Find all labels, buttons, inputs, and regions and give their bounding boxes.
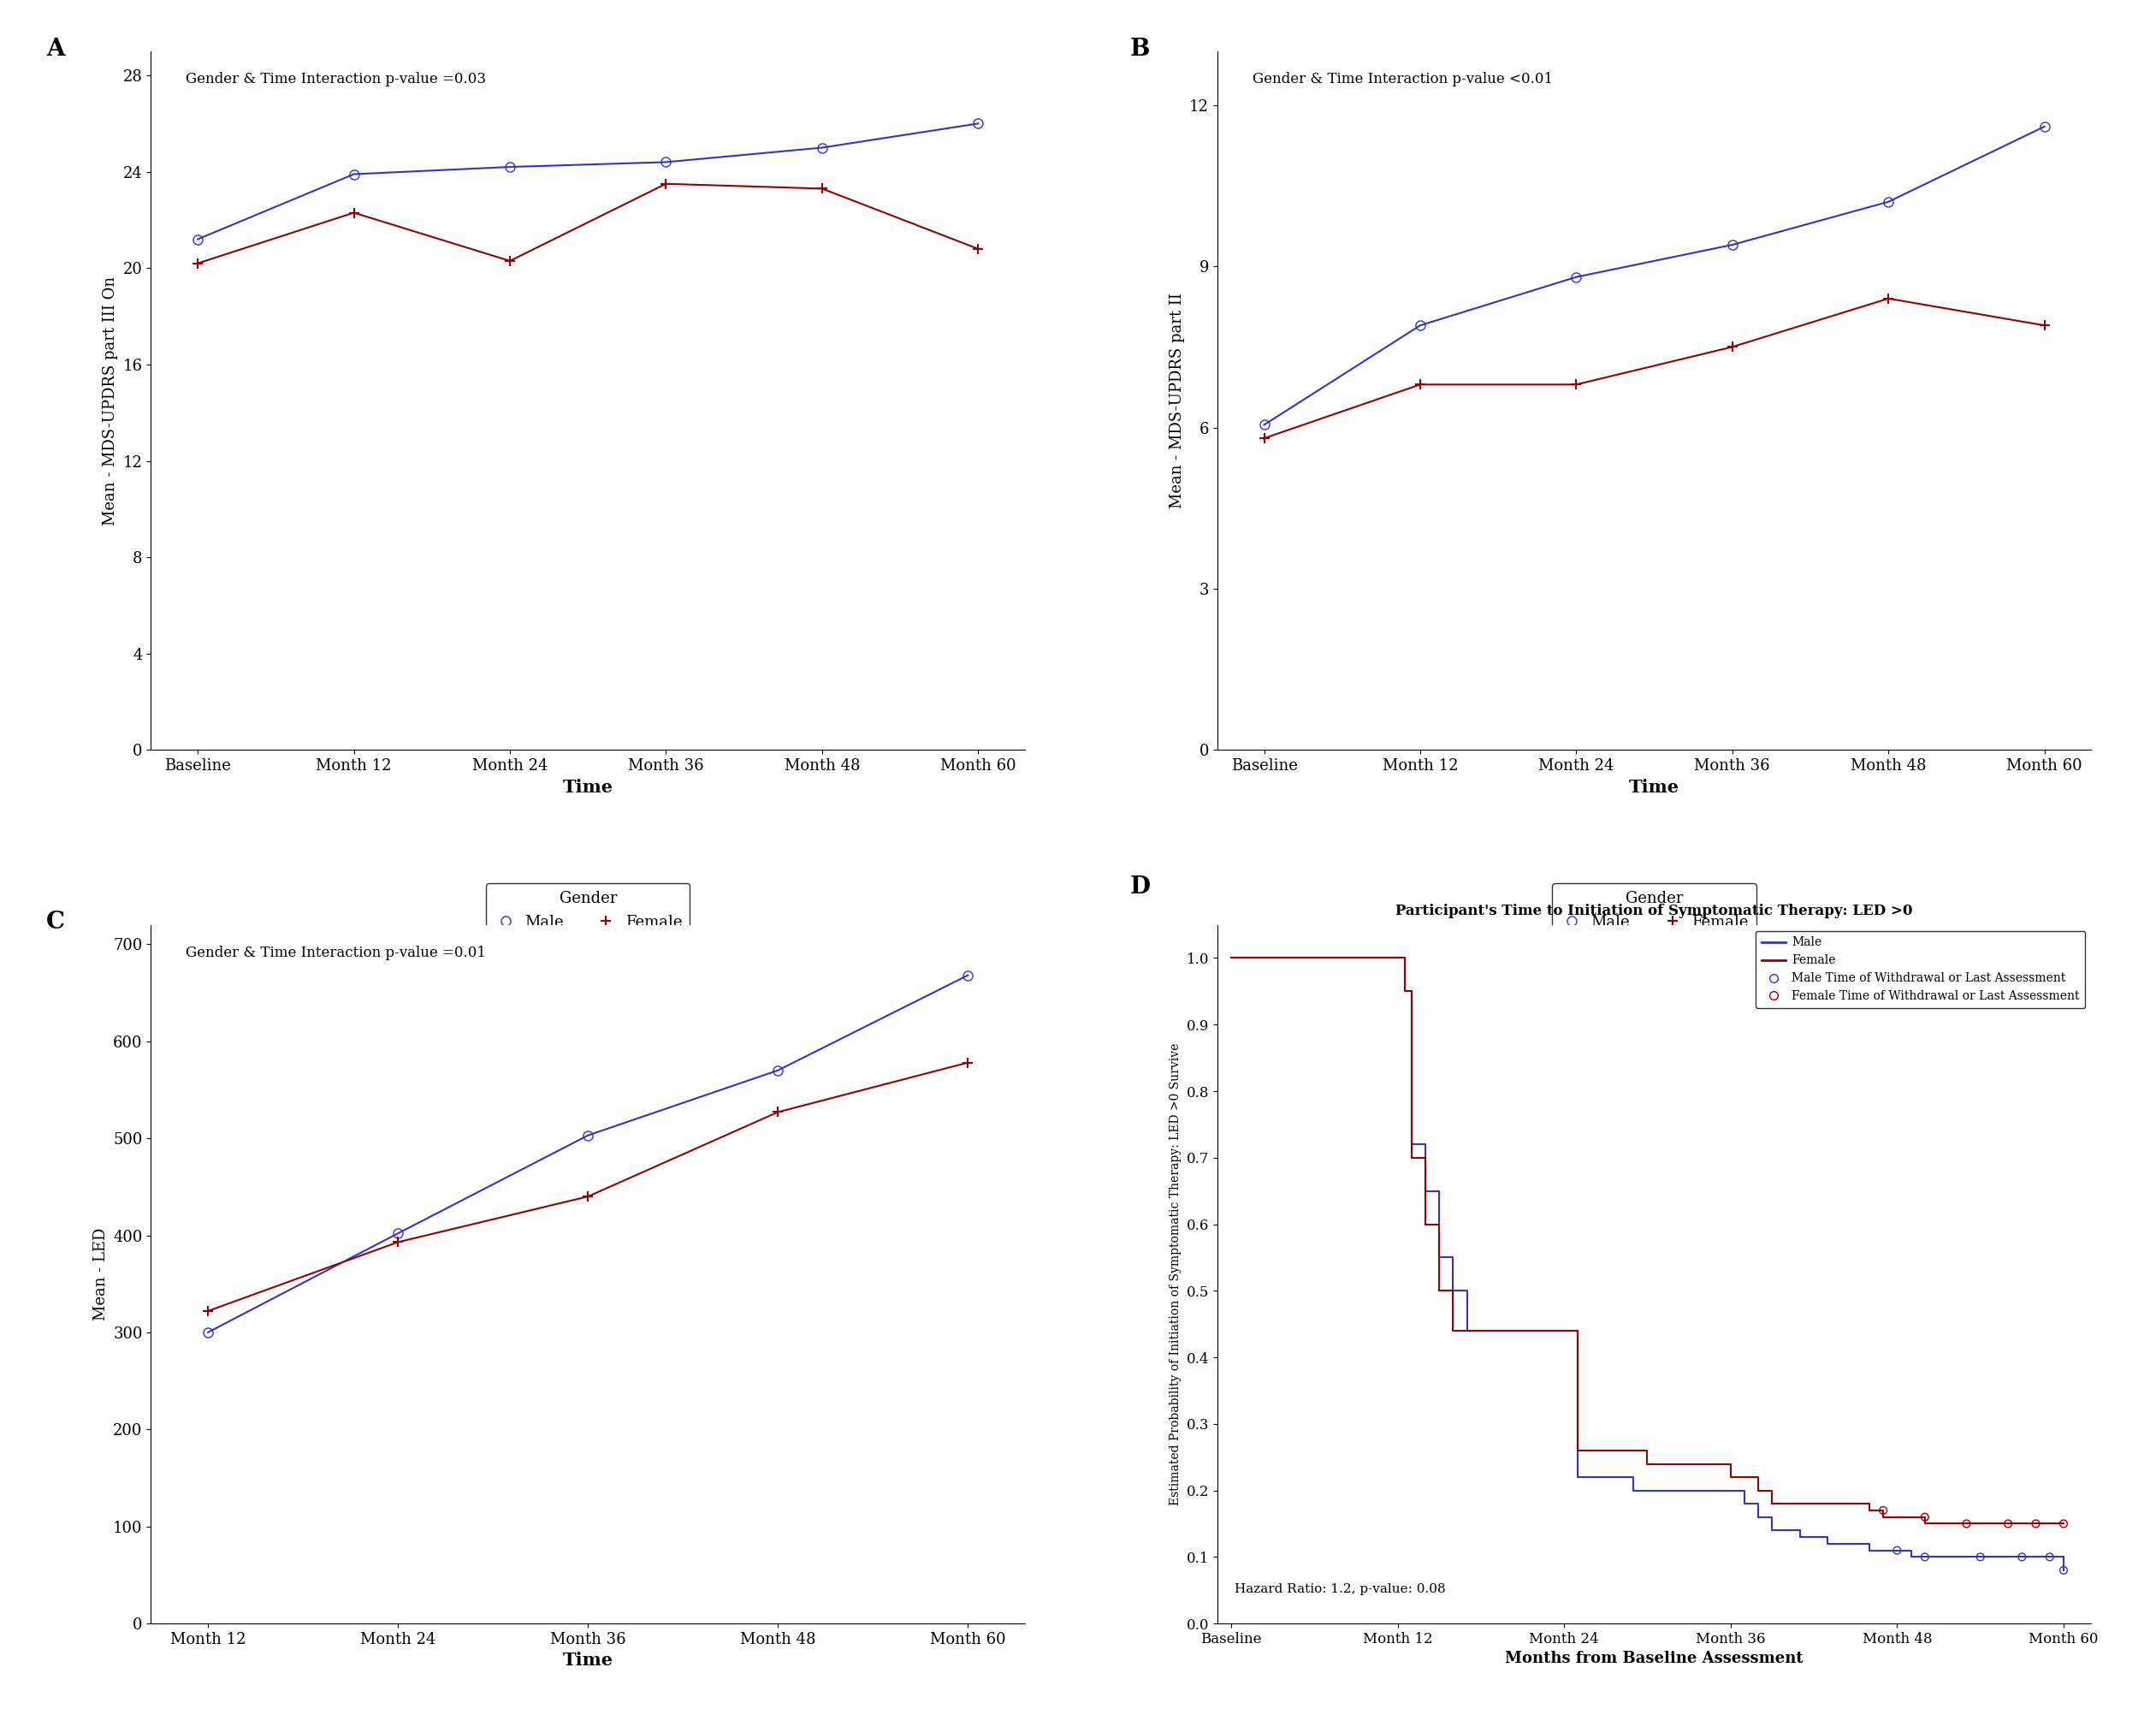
Text: Gender & Time Interaction p-value <0.01: Gender & Time Interaction p-value <0.01: [1253, 72, 1552, 87]
Point: [2046, 1557, 2081, 1584]
Text: C: C: [45, 911, 65, 933]
Legend: Male, Female: Male, Female: [485, 884, 690, 938]
Point: [1908, 1504, 1943, 1531]
Y-axis label: Mean - MDS-UPDRS part III On: Mean - MDS-UPDRS part III On: [103, 277, 119, 525]
Text: A: A: [45, 38, 65, 60]
Text: B: B: [1130, 38, 1149, 60]
X-axis label: Time: Time: [563, 779, 612, 796]
Text: D: D: [1130, 875, 1151, 899]
Y-axis label: Mean - MDS-UPDRS part II: Mean - MDS-UPDRS part II: [1169, 292, 1184, 509]
Point: [1908, 1543, 1943, 1571]
Text: Hazard Ratio: 1.2, p-value: 0.08: Hazard Ratio: 1.2, p-value: 0.08: [1235, 1584, 1447, 1596]
Text: Gender & Time Interaction p-value =0.03: Gender & Time Interaction p-value =0.03: [185, 72, 487, 87]
Point: [1990, 1511, 2024, 1538]
Point: [2033, 1543, 2068, 1571]
Y-axis label: Mean - LED: Mean - LED: [93, 1227, 108, 1321]
Text: Gender & Time Interaction p-value =0.01: Gender & Time Interaction p-value =0.01: [185, 945, 487, 960]
Point: [1865, 1497, 1899, 1524]
Legend: Male, Female: Male, Female: [1552, 884, 1757, 938]
Point: [1964, 1543, 1999, 1571]
X-axis label: Time: Time: [563, 1653, 612, 1670]
Point: [2005, 1543, 2040, 1571]
X-axis label: Time: Time: [1630, 779, 1680, 796]
Point: [1949, 1511, 1984, 1538]
Point: [1880, 1536, 1915, 1564]
Point: [2018, 1511, 2053, 1538]
Point: [2046, 1511, 2081, 1538]
Legend: Male, Female, Male Time of Withdrawal or Last Assessment, Female Time of Withdra: Male, Female, Male Time of Withdrawal or…: [1755, 931, 2085, 1008]
Title: Participant's Time to Initiation of Symptomatic Therapy: LED >0: Participant's Time to Initiation of Symp…: [1395, 904, 1912, 919]
X-axis label: Months from Baseline Assessment: Months from Baseline Assessment: [1505, 1651, 1802, 1666]
Y-axis label: Estimated Probability of Initiation of Symptomatic Therapy: LED >0 Survive: Estimated Probability of Initiation of S…: [1169, 1042, 1181, 1506]
